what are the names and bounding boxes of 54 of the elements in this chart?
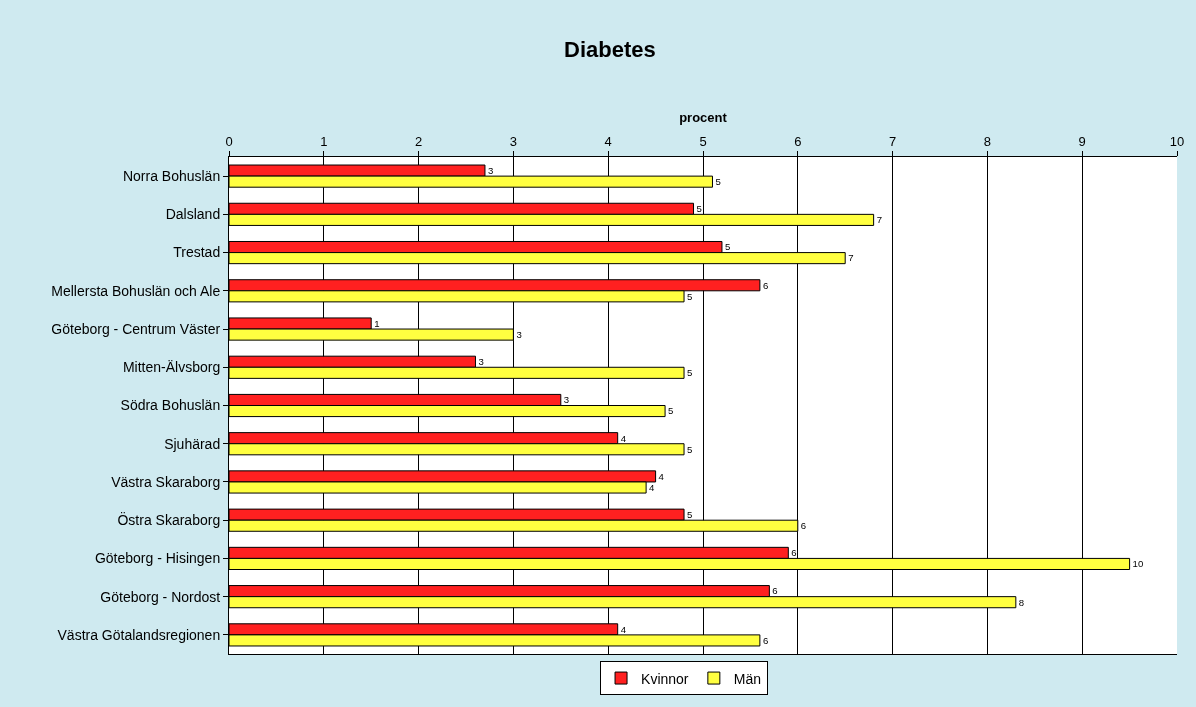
data-label: 5: [687, 508, 693, 520]
data-label: 5: [724, 241, 731, 253]
x-axis-title: procent: [679, 109, 728, 125]
x-tick-label: 1: [320, 133, 328, 149]
y-tick-label: Dalsland: [165, 206, 221, 223]
x-tick-label: 4: [604, 133, 612, 149]
data-label: 3: [563, 394, 570, 406]
data-label: 5: [668, 405, 674, 417]
y-tick-label: Södra Bohuslän: [120, 397, 221, 414]
data-label: 4: [620, 432, 627, 444]
x-tick-label: 2: [414, 133, 423, 149]
data-label: 6: [772, 585, 778, 597]
data-label: 5: [696, 203, 702, 215]
x-tick-label: 5: [699, 133, 707, 149]
data-label: 3: [516, 328, 522, 340]
data-label: 3: [478, 356, 484, 368]
data-label: 7: [876, 214, 882, 226]
legend-label: Kvinnor: [641, 670, 689, 687]
chart-title: Diabetes: [564, 37, 656, 63]
x-tick-label: 9: [1078, 133, 1086, 149]
y-tick-label: Göteborg - Nordost: [100, 588, 221, 605]
data-label: 5: [687, 443, 693, 455]
y-tick-label: Mellersta Bohuslän och Ale: [51, 282, 221, 299]
data-label: 7: [848, 252, 854, 264]
y-tick-label: Göteborg - Hisingen: [94, 550, 221, 567]
x-tick-label: 6: [794, 133, 802, 149]
data-label: 4: [620, 623, 627, 635]
data-label: 6: [762, 634, 769, 646]
y-tick-label: Mitten-Älvsborg: [122, 359, 221, 376]
data-label: 10: [1132, 558, 1144, 570]
y-tick-label: Norra Bohuslän: [122, 168, 221, 185]
data-label: 6: [791, 547, 797, 559]
y-tick-label: Västra Götalandsregionen: [57, 626, 221, 643]
x-tick-label: 8: [983, 133, 992, 149]
x-tick-label: 10: [1169, 133, 1185, 149]
data-label: 5: [687, 367, 693, 379]
data-label: 4: [649, 481, 656, 493]
data-label: 4: [658, 470, 665, 482]
data-label: 8: [1018, 596, 1025, 608]
data-label: 6: [762, 279, 769, 291]
y-tick-label: Sjuhärad: [164, 435, 221, 452]
x-tick-label: 0: [225, 133, 233, 149]
legend-label: Män: [733, 670, 762, 687]
x-tick-label: 3: [509, 133, 518, 149]
data-label: 5: [687, 290, 693, 302]
data-label: 1: [374, 317, 380, 329]
data-label: 6: [800, 520, 807, 532]
y-tick-label: Östra Skaraborg: [117, 511, 221, 529]
data-label: 5: [715, 175, 721, 187]
x-tick-label: 7: [888, 133, 897, 149]
data-label: 3: [487, 164, 494, 176]
y-tick-label: Trestad: [173, 244, 221, 261]
y-tick-label: Västra Skaraborg: [111, 473, 221, 490]
y-tick-label: Göteborg - Centrum Väster: [51, 320, 221, 337]
